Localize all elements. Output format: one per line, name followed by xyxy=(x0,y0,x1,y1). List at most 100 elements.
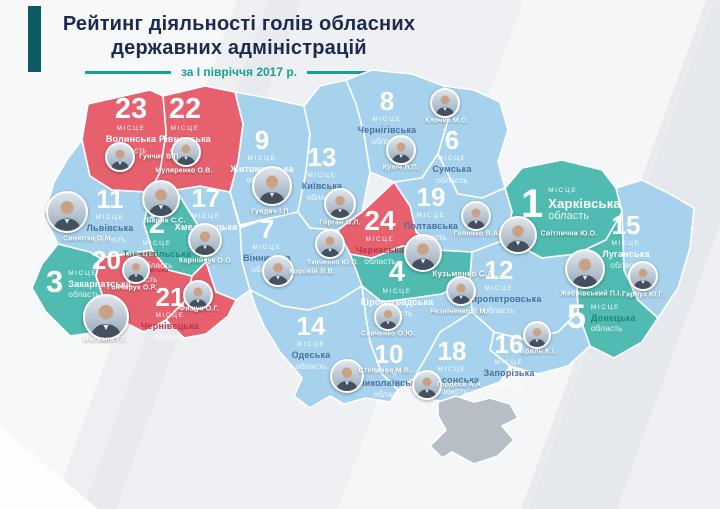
region-label-column: МІСЦЕ Донецька область xyxy=(591,300,636,336)
rank-number: 11 xyxy=(96,184,124,214)
oblast-word: область xyxy=(295,360,327,371)
governor-name: Степанов М.В. xyxy=(358,367,412,375)
oblast-word: область xyxy=(436,174,468,185)
governor-name: Корнійчук О.О. xyxy=(178,257,234,265)
governor-name: Жебрівський П.І. xyxy=(560,290,622,298)
governor-name: Барна С.С. xyxy=(146,217,186,225)
rank-number: 16 xyxy=(494,329,524,359)
governor-photo-poltava xyxy=(461,201,491,231)
governor-name: Гордєєв А.А. xyxy=(436,381,484,389)
rank-word: МІСЦЕ xyxy=(296,341,326,349)
oblast-word: область xyxy=(436,385,468,396)
region-label-zakarpattia: 3 МІСЦЕ Закарпатська область xyxy=(46,264,131,299)
region-name: Сумська xyxy=(432,164,472,175)
governor-name: Савченко О.Ю. xyxy=(360,330,416,338)
oblast-word: область xyxy=(373,388,405,399)
governor-name: Горган О.Л. xyxy=(319,219,361,227)
region-shape-crimea xyxy=(429,395,519,465)
governor-name: Гарбуз Ю.Г. xyxy=(622,291,664,299)
person-photo-placeholder xyxy=(330,195,350,218)
rank-number: 12 xyxy=(484,255,514,285)
rank-number: 5 xyxy=(567,298,586,336)
governor-photo-kharkiv xyxy=(499,216,537,254)
region-name: Запорізька xyxy=(483,368,535,379)
region-name: Київська xyxy=(301,181,343,192)
rank-number: 17 xyxy=(191,183,221,213)
governor-name: Резніченко В.М. xyxy=(430,308,488,316)
oblast-word: область xyxy=(68,289,100,300)
person-photo-placeholder xyxy=(466,208,486,229)
oblast-word: область xyxy=(590,323,623,334)
governor-photo-zhytomyr xyxy=(252,166,292,206)
rank-number: 19 xyxy=(416,182,446,212)
rank-number: 1 xyxy=(521,182,544,226)
region-name: Чернігівська xyxy=(357,125,417,136)
region-label-sumy: 6 МІСЦЕ Сумська область xyxy=(397,126,507,185)
region-name: Харківська xyxy=(548,195,621,211)
person-photo-placeholder xyxy=(320,236,340,257)
person-photo-placeholder xyxy=(148,189,174,216)
governor-photo-luhansk xyxy=(628,261,658,291)
governor-photo-cherkasy xyxy=(315,229,345,259)
subtitle-row: за І півріччя 2017 р. xyxy=(38,65,440,79)
governor-name: Куліч В.П. xyxy=(382,164,420,172)
oblast-word: область xyxy=(493,378,525,389)
region-label-kharkiv: 1 МІСЦЕ Харківська область xyxy=(521,183,621,225)
governor-name: Фищук О.Г. xyxy=(179,305,219,313)
person-photo-placeholder xyxy=(259,175,285,204)
person-photo-placeholder xyxy=(435,95,455,116)
rank-word: МІСЦЕ xyxy=(191,213,221,221)
region-label-luhansk: 15 МІСЦЕ Луганська область xyxy=(571,210,681,269)
person-photo-placeholder xyxy=(528,328,546,347)
rank-word: МІСЦЕ xyxy=(68,270,98,277)
region-label-volyn: 23МІСЦЕВолинськаобласть xyxy=(76,94,186,155)
oblast-word: область xyxy=(371,135,403,146)
region-name: Полтавська xyxy=(403,221,459,232)
rank-word: МІСЦЕ xyxy=(252,244,282,252)
oblast-word: область xyxy=(415,231,447,242)
rank-number: 21 xyxy=(155,282,185,312)
region-label-chernivtsi: 21 МІСЦЕ Чернівецька область xyxy=(115,282,225,341)
rank-number: 3 xyxy=(46,264,64,299)
governor-photo-odesa xyxy=(330,359,364,393)
region-label-dnipro: 12 МІСЦЕ Дніпропетровська область xyxy=(444,255,554,314)
person-photo-placeholder xyxy=(194,231,216,255)
region-name: Львівська xyxy=(86,223,134,234)
person-photo-placeholder xyxy=(417,377,437,398)
oblast-word: область xyxy=(141,259,173,270)
governor-name: Ткаченко Ю.О. xyxy=(306,259,360,267)
region-label-kyiv: 13 МІСЦЕ Київська область xyxy=(267,143,377,201)
region-label-column: МІСЦЕ Закарпатська область xyxy=(68,266,131,299)
rank-number: 18 xyxy=(437,336,467,366)
region-label-kherson: 18 МІСЦЕ Херсонська область xyxy=(397,336,507,396)
person-photo-placeholder xyxy=(451,283,471,304)
oblast-word: область xyxy=(548,210,589,223)
rank-number: 10 xyxy=(374,339,404,369)
person-photo-placeholder xyxy=(53,201,81,231)
rank-word: МІСЦЕ xyxy=(95,214,125,222)
region-label-zaporizhzhia: 16 МІСЦЕ Запорізька область xyxy=(454,329,564,389)
region-label-odesa: 14 МІСЦЕ Одеська область xyxy=(256,312,366,371)
rank-word: МІСЦЕ xyxy=(437,155,467,163)
person-photo-placeholder xyxy=(379,310,397,329)
governor-name: Муляренко О.В. xyxy=(155,167,213,175)
governor-name: Бриль К.І. xyxy=(519,348,557,356)
rank-number: 4 xyxy=(388,256,406,288)
rank-number: 15 xyxy=(611,210,641,240)
governor-name: Синютка О.М. xyxy=(63,235,113,243)
rank-word: МІСЦЕ xyxy=(247,155,277,163)
rank-word: МІСЦЕ xyxy=(437,366,467,374)
rank-number: 8 xyxy=(379,86,395,116)
rank-number: 24 xyxy=(364,205,396,236)
corner-accent-mark xyxy=(28,6,41,72)
title-line1: Рейтинг діяльності голів обласних xyxy=(62,13,416,35)
person-photo-placeholder xyxy=(176,144,196,165)
rank-word: МІСЦЕ xyxy=(590,304,620,311)
rank-word: МІСЦЕ xyxy=(155,312,185,320)
governor-photo-sumy xyxy=(430,88,460,118)
person-photo-placeholder xyxy=(268,262,288,285)
region-name: Херсонська xyxy=(424,375,480,386)
region-name: Луганська xyxy=(602,249,650,260)
rank-word: МІСЦЕ xyxy=(116,125,146,133)
governor-photo-zakarpattia xyxy=(83,294,129,340)
